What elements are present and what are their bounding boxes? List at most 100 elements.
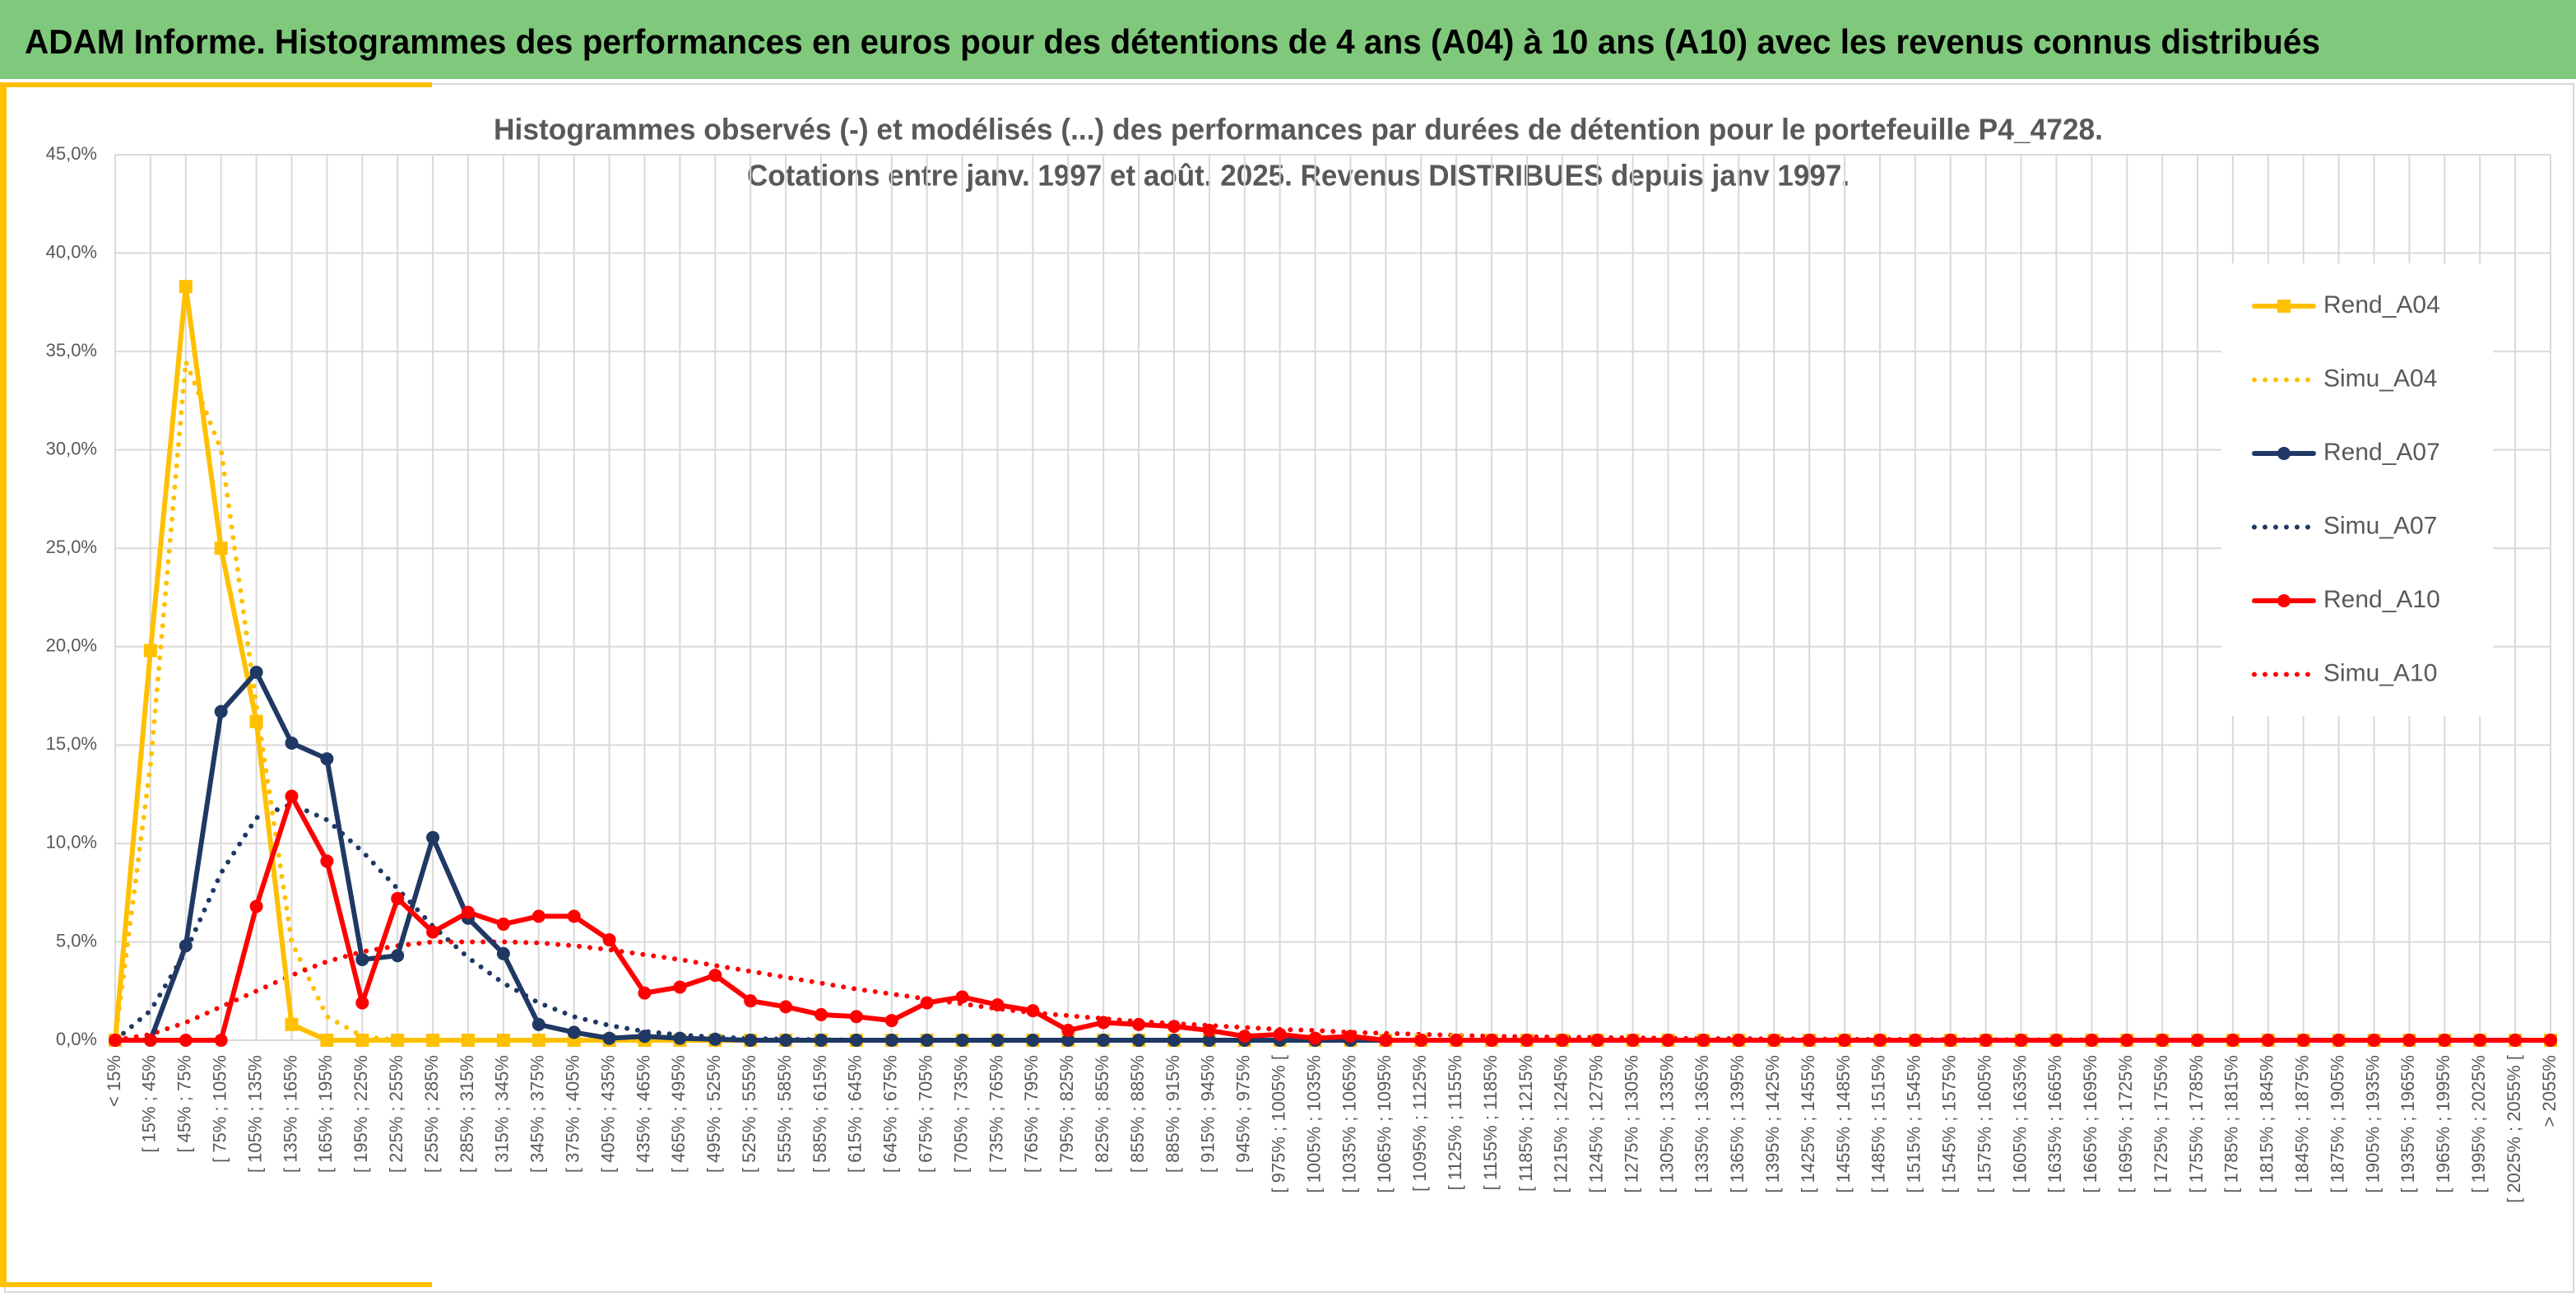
x-tick-label: [ 1395% ; 1425%: [1762, 1055, 1783, 1193]
marker: [2296, 1034, 2310, 1047]
x-tick-label: [ 255% ; 285%: [421, 1055, 442, 1173]
legend-marker: [2277, 594, 2291, 607]
marker: [1520, 1034, 1534, 1047]
marker: [779, 1034, 793, 1047]
marker: [991, 997, 1005, 1011]
y-tick-label: 10,0%: [46, 832, 97, 853]
x-tick-label: [ 15% ; 45%: [139, 1055, 160, 1153]
x-tick-label: [ 1455% ; 1485%: [1833, 1055, 1854, 1193]
chart-subtitle: Cotations entre janv. 1997 et août. 2025…: [747, 159, 1850, 193]
x-tick-label: [ 1845% ; 1875%: [2292, 1055, 2313, 1193]
x-tick-label: [ 1485% ; 1515%: [1868, 1055, 1889, 1193]
marker: [567, 1025, 581, 1039]
marker: [179, 280, 193, 294]
marker: [426, 830, 440, 844]
marker: [461, 905, 475, 919]
header-bar: [0, 0, 2576, 79]
y-tick-label: 15,0%: [46, 733, 97, 754]
marker: [426, 925, 440, 939]
marker: [2226, 1034, 2239, 1047]
marker: [744, 994, 758, 1008]
marker: [355, 1034, 369, 1047]
x-tick-label: [ 1185% ; 1215%: [1515, 1055, 1536, 1192]
y-tick-label: 20,0%: [46, 635, 97, 656]
y-tick-label: 40,0%: [46, 241, 97, 262]
marker: [1414, 1034, 1428, 1047]
legend-label: Simu_A07: [2323, 512, 2437, 539]
marker: [179, 1034, 193, 1047]
marker: [2261, 1034, 2275, 1047]
marker: [849, 1034, 863, 1047]
marker: [1838, 1034, 1852, 1047]
marker: [1273, 1027, 1287, 1041]
x-tick-label: [ 1065% ; 1095%: [1374, 1055, 1395, 1193]
x-tick-label: [ 915% ; 945%: [1198, 1055, 1218, 1173]
legend-label: Rend_A07: [2323, 439, 2440, 466]
header-title: ADAM Informe. Histogrammes des performan…: [25, 22, 2320, 61]
marker: [1132, 1034, 1146, 1047]
y-tick-label: 5,0%: [56, 930, 97, 951]
marker: [1061, 1034, 1075, 1047]
marker: [602, 1031, 616, 1045]
x-tick-label: [ 1125% ; 1155%: [1445, 1055, 1465, 1190]
marker: [531, 909, 545, 923]
x-tick-label: [ 1815% ; 1845%: [2257, 1055, 2277, 1193]
x-tick-label: [ 225% ; 255%: [386, 1055, 406, 1173]
marker: [1661, 1034, 1675, 1047]
marker: [955, 1034, 969, 1047]
marker: [884, 1034, 898, 1047]
marker: [920, 996, 934, 1010]
x-tick-label: [ 495% ; 525%: [703, 1055, 724, 1173]
x-tick-label: [ 1665% ; 1695%: [2080, 1055, 2100, 1193]
x-tick-label: [ 1275% ; 1305%: [1621, 1055, 1641, 1193]
x-tick-label: [ 105% ; 135%: [244, 1055, 265, 1173]
x-tick-label: [ 1035% ; 1065%: [1339, 1055, 1359, 1193]
marker: [1732, 1034, 1746, 1047]
x-tick-label: [ 375% ; 405%: [562, 1055, 583, 1173]
accent: [0, 82, 7, 1287]
x-tick-label: [ 1215% ; 1245%: [1551, 1055, 1571, 1193]
marker: [673, 980, 687, 994]
marker: [2367, 1034, 2381, 1047]
marker: [531, 1017, 545, 1031]
marker: [1626, 1034, 1640, 1047]
accent: [0, 1282, 432, 1287]
marker: [1237, 1030, 1251, 1044]
marker: [638, 1030, 652, 1044]
x-tick-label: [ 1005% ; 1035%: [1303, 1055, 1324, 1193]
marker: [1696, 1034, 1710, 1047]
marker: [285, 789, 299, 803]
marker: [214, 704, 228, 718]
marker: [1167, 1020, 1181, 1034]
x-tick-label: [ 1155% ; 1185%: [1480, 1055, 1501, 1190]
x-tick-label: [ 675% ; 705%: [915, 1055, 935, 1173]
marker: [2509, 1034, 2523, 1047]
marker: [2544, 1034, 2557, 1047]
marker: [249, 900, 263, 913]
marker: [249, 714, 263, 728]
marker: [2438, 1034, 2452, 1047]
x-tick-label: [ 1965% ; 1995%: [2433, 1055, 2453, 1193]
marker: [708, 969, 722, 983]
marker: [1097, 1016, 1111, 1030]
x-tick-label: [ 1725% ; 1755%: [2151, 1055, 2171, 1193]
marker: [1485, 1034, 1499, 1047]
marker: [320, 1034, 334, 1047]
x-tick-label: [ 1935% ; 1965%: [2397, 1055, 2418, 1193]
marker: [143, 1034, 157, 1047]
x-tick-label: [ 555% ; 585%: [774, 1055, 795, 1173]
marker: [1026, 1004, 1040, 1018]
x-tick-label: [ 165% ; 195%: [315, 1055, 336, 1173]
marker: [320, 752, 334, 766]
x-tick-label: [ 1875% ; 1905%: [2327, 1055, 2347, 1193]
x-tick-label: [ 765% ; 795%: [1021, 1055, 1042, 1173]
marker: [2049, 1034, 2063, 1047]
x-tick-label: [ 135% ; 165%: [280, 1055, 300, 1173]
marker: [1379, 1034, 1393, 1047]
x-tick-label: [ 435% ; 465%: [633, 1055, 653, 1173]
x-tick-label: [ 585% ; 615%: [810, 1055, 830, 1173]
marker: [496, 946, 510, 960]
x-tick-label: [ 885% ; 915%: [1163, 1055, 1183, 1173]
y-tick-label: 25,0%: [46, 537, 97, 557]
chart-title: Histogrammes observés (-) et modélisés (…: [494, 113, 2103, 146]
